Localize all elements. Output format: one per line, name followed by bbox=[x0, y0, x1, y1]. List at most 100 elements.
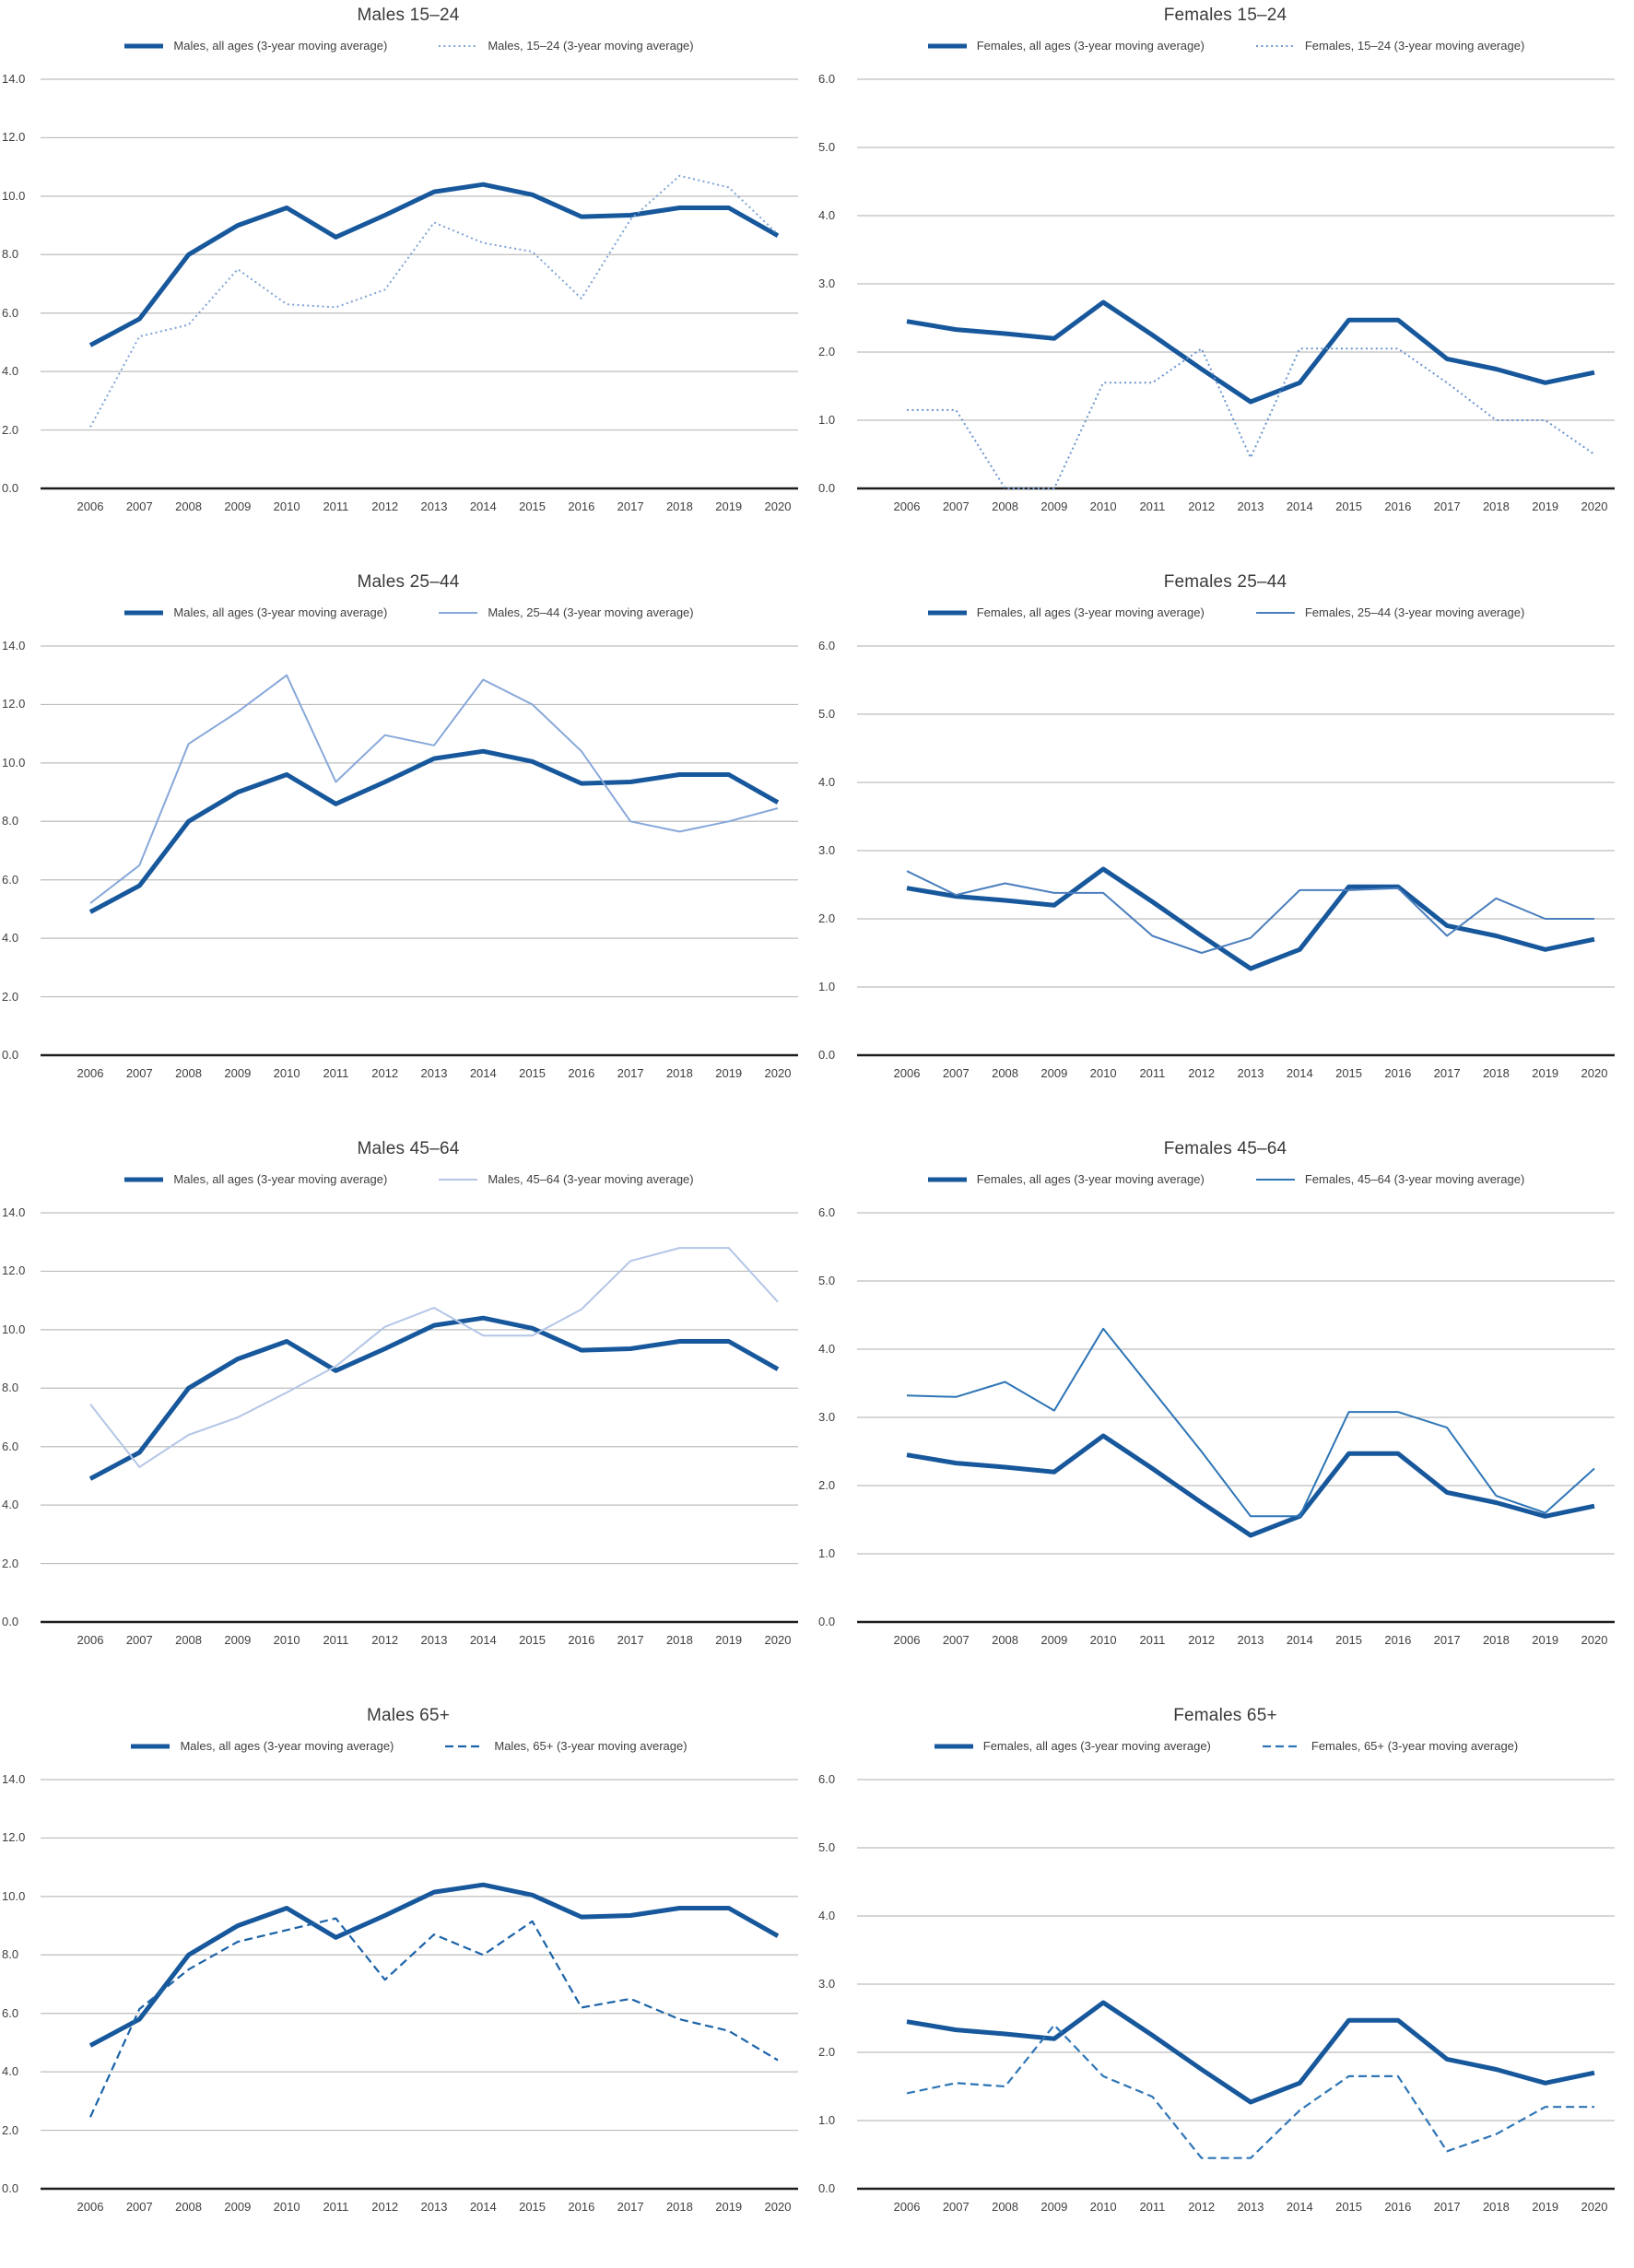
x-axis-tick-label: 2013 bbox=[1237, 499, 1264, 513]
y-axis-tick-label: 12.0 bbox=[2, 1830, 26, 1845]
x-axis-tick-label: 2017 bbox=[1433, 1066, 1461, 1080]
plot-svg bbox=[857, 1779, 1615, 2191]
x-axis-tick-label: 2009 bbox=[1040, 1066, 1068, 1080]
x-axis-tick-label: 2018 bbox=[665, 1633, 693, 1647]
legend-label: Males, all ages (3-year moving average) bbox=[173, 39, 388, 53]
x-axis-tick-label: 2007 bbox=[942, 499, 970, 513]
legend-label: Males, all ages (3-year moving average) bbox=[173, 1172, 388, 1186]
y-axis-tick-label: 3.0 bbox=[818, 1977, 836, 1991]
legend-line-swatch bbox=[124, 1177, 164, 1181]
x-axis-tick-label: 2008 bbox=[992, 499, 1019, 513]
x-axis-tick-label: 2017 bbox=[1433, 2200, 1461, 2214]
x-axis-tick-label: 2013 bbox=[1237, 2200, 1264, 2214]
legend-item-age-group: Females, 65+ (3-year moving average) bbox=[1261, 1739, 1518, 1753]
series-line-age-group bbox=[906, 870, 1594, 954]
y-axis-tick-label: 2.0 bbox=[2, 1556, 19, 1570]
plot-svg bbox=[41, 78, 798, 490]
x-axis-tick-label: 2020 bbox=[764, 1066, 792, 1080]
y-axis-tick-label: 6.0 bbox=[2, 2005, 19, 2020]
x-axis-tick-label: 2006 bbox=[893, 1066, 921, 1080]
x-axis-tick-label: 2016 bbox=[1384, 2200, 1412, 2214]
y-axis-tick-label: 12.0 bbox=[2, 1263, 26, 1278]
legend-label: Females, 65+ (3-year moving average) bbox=[1311, 1739, 1519, 1753]
x-axis-tick-label: 2014 bbox=[1286, 2200, 1313, 2214]
legend-label: Males, 25–44 (3-year moving average) bbox=[488, 605, 694, 619]
x-axis-tick-label: 2018 bbox=[1482, 2200, 1510, 2214]
legend-line-swatch bbox=[1255, 44, 1295, 47]
series-line-age-group bbox=[906, 1327, 1595, 1518]
chart-cell-females-15-24: Females 15–24 Females, all ages (3-year m… bbox=[817, 0, 1634, 567]
x-axis-tick-label: 2020 bbox=[1581, 1633, 1608, 1647]
legend-line-swatch bbox=[124, 610, 164, 615]
x-axis-tick-label: 2018 bbox=[665, 2200, 693, 2214]
chart-title: Females 65+ bbox=[1173, 1706, 1277, 1725]
legend-label: Females, 25–44 (3-year moving average) bbox=[1304, 605, 1525, 619]
chart-cell-males-15-24: Males 15–24 Males, all ages (3-year movin… bbox=[0, 0, 817, 567]
legend-label: Males, all ages (3-year moving average) bbox=[173, 605, 388, 619]
y-axis-tick-label: 4.0 bbox=[818, 775, 836, 789]
plot-svg bbox=[857, 645, 1615, 1057]
x-axis-tick-label: 2014 bbox=[469, 1066, 497, 1080]
legend-item-age-group: Females, 45–64 (3-year moving average) bbox=[1254, 1172, 1524, 1186]
x-axis-tick-label: 2011 bbox=[323, 2200, 349, 2214]
series-line-all-ages bbox=[88, 1315, 780, 1481]
chart-title: Males 15–24 bbox=[357, 6, 460, 25]
x-axis-tick-label: 2017 bbox=[617, 2200, 644, 2214]
x-axis-tick-label: 2009 bbox=[224, 2200, 252, 2214]
y-axis-tick-label: 1.0 bbox=[818, 980, 836, 993]
x-axis-tick-label: 2019 bbox=[1532, 1633, 1559, 1647]
x-axis-tick-label: 2019 bbox=[1532, 2200, 1559, 2214]
chart-title: Males 45–64 bbox=[357, 1139, 460, 1158]
chart-cell-females-25-44: Females 25–44 Females, all ages (3-year m… bbox=[817, 567, 1634, 1134]
x-axis-tick-label: 2018 bbox=[1482, 1066, 1510, 1080]
legend-line-swatch bbox=[124, 43, 164, 48]
chart-title: Males 65+ bbox=[367, 1706, 450, 1725]
x-axis-tick-label: 2007 bbox=[942, 2200, 970, 2214]
chart-cell-males-65: Males 65+ Males, all ages (3-year moving … bbox=[0, 1700, 817, 2267]
x-axis-tick-label: 2010 bbox=[273, 499, 300, 513]
y-axis-tick-label: 0.0 bbox=[2, 1615, 19, 1628]
x-axis-tick-label: 2014 bbox=[469, 1633, 497, 1647]
y-axis-tick-label: 0.0 bbox=[2, 481, 19, 495]
x-axis-tick-label: 2016 bbox=[1384, 499, 1412, 513]
series-line-all-ages bbox=[906, 1433, 1595, 1538]
legend: Females, all ages (3-year moving average… bbox=[817, 1172, 1634, 1186]
x-axis-tick-label: 2009 bbox=[224, 1066, 252, 1080]
y-axis-tick-label: 6.0 bbox=[2, 305, 19, 320]
x-axis-tick-label: 2015 bbox=[519, 1633, 547, 1647]
x-axis-tick-label: 2019 bbox=[715, 1633, 743, 1647]
plot-svg bbox=[857, 1212, 1615, 1624]
y-axis-tick-label: 10.0 bbox=[2, 1888, 26, 1903]
x-axis-tick-label: 2015 bbox=[1335, 499, 1363, 513]
x-axis-tick-label: 2017 bbox=[617, 499, 644, 513]
x-axis-tick-label: 2008 bbox=[992, 2200, 1019, 2214]
x-axis-tick-label: 2012 bbox=[371, 1633, 399, 1647]
y-axis-tick-label: 2.0 bbox=[2, 422, 19, 437]
legend-line-swatch bbox=[1255, 1178, 1295, 1181]
y-axis-tick-label: 6.0 bbox=[818, 1205, 836, 1219]
plot-svg bbox=[41, 1779, 798, 2191]
series-line-age-group bbox=[89, 674, 779, 904]
x-axis-tick-label: 2006 bbox=[893, 1633, 921, 1647]
y-axis-tick-label: 4.0 bbox=[2, 1498, 19, 1512]
y-axis-tick-label: 5.0 bbox=[818, 1840, 836, 1854]
x-axis-tick-label: 2013 bbox=[420, 2200, 448, 2214]
legend: Females, all ages (3-year moving average… bbox=[817, 1739, 1634, 1753]
legend-item-all-ages: Females, all ages (3-year moving average… bbox=[926, 39, 1205, 53]
x-axis-tick-label: 2019 bbox=[715, 2200, 743, 2214]
chart-cell-females-65: Females 65+ Females, all ages (3-year mov… bbox=[817, 1700, 1634, 2267]
x-axis-tick-label: 2016 bbox=[568, 499, 595, 513]
plot-svg bbox=[857, 78, 1615, 490]
x-axis-tick-label: 2016 bbox=[1384, 1633, 1412, 1647]
y-axis-tick-label: 14.0 bbox=[2, 72, 26, 86]
legend-item-all-ages: Females, all ages (3-year moving average… bbox=[926, 605, 1205, 619]
x-axis-tick-label: 2014 bbox=[1286, 1066, 1313, 1080]
legend: Females, all ages (3-year moving average… bbox=[817, 605, 1634, 619]
x-axis-tick-label: 2017 bbox=[617, 1066, 644, 1080]
x-axis-tick-label: 2015 bbox=[1335, 1066, 1363, 1080]
x-axis-tick-label: 2010 bbox=[273, 1633, 300, 1647]
x-axis-tick-label: 2007 bbox=[942, 1066, 970, 1080]
series-line-age-group bbox=[88, 1917, 779, 2118]
x-axis-tick-label: 2006 bbox=[76, 1066, 104, 1080]
x-axis-tick-label: 2016 bbox=[568, 1066, 595, 1080]
